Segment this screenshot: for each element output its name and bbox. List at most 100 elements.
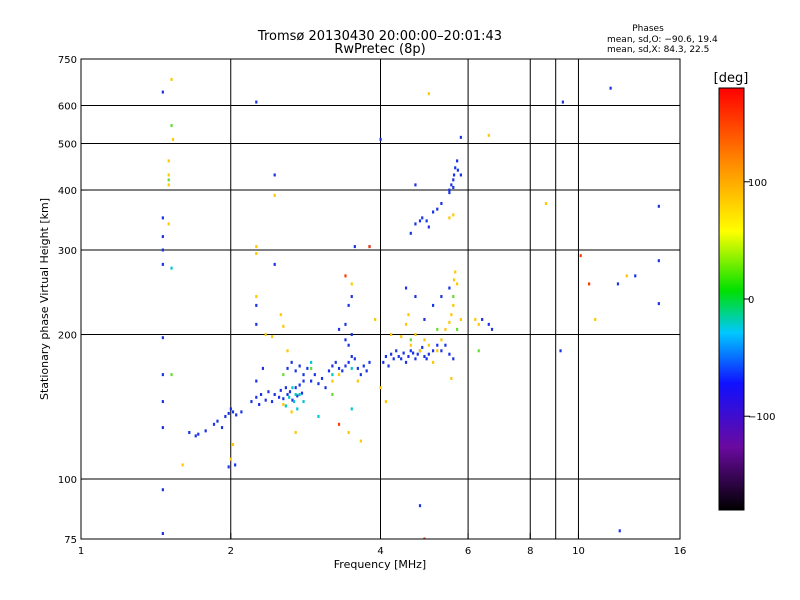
data-point [387,364,390,368]
data-point [448,216,451,220]
data-point [255,245,258,249]
data-point [657,259,660,263]
data-point [273,193,276,197]
data-point [625,274,628,278]
data-point [587,282,591,286]
data-point [310,366,313,370]
data-point [409,231,412,235]
data-point [284,386,287,390]
data-point [270,400,274,404]
colorbar-tick-label: −100 [748,412,775,423]
data-point [452,213,455,217]
y-axis-ticks: 75 100 200 300 400 500 600 750 [58,55,87,546]
data-point [454,270,457,274]
data-point [384,400,388,404]
data-point [427,343,430,347]
data-point [452,173,456,177]
data-point [216,419,219,423]
colorbar-tick-label: 0 [748,295,754,306]
data-point [347,360,350,364]
data-point [300,391,304,395]
data-point [412,351,415,355]
data-point [423,537,426,539]
data-point [359,439,362,443]
data-point [170,266,173,270]
data-point [448,320,451,324]
data-point [317,414,320,418]
data-point [448,188,451,192]
data-point [161,400,164,404]
data-point [277,395,281,399]
data-point [436,207,439,211]
data-point [306,366,309,370]
data-point [459,135,462,139]
data-point [414,295,417,299]
data-point [161,373,164,377]
data-point [404,286,408,290]
data-point [559,349,562,353]
data-point [427,92,430,96]
data-point [273,173,276,177]
data-point [161,488,164,492]
data-point [416,352,419,356]
data-point [368,360,371,364]
data-point [273,393,276,397]
data-point [407,313,410,317]
data-point [400,357,403,361]
data-point [609,86,612,90]
data-point [234,463,237,467]
data-point [481,317,484,321]
data-point [286,366,289,370]
data-point [171,137,175,141]
data-point [374,317,377,321]
data-point [227,411,230,415]
data-point [231,410,235,414]
data-point [436,349,439,353]
data-point [431,210,435,214]
data-point [291,398,294,402]
data-point [490,327,494,331]
data-point [167,183,170,187]
data-point [302,373,305,377]
data-point [331,373,334,377]
data-point [294,431,297,435]
data-point [235,413,238,417]
data-point [282,397,285,401]
data-point [170,124,173,128]
data-point [459,317,462,321]
x-tick-label: 8 [527,546,533,557]
data-point [414,333,417,337]
data-point [353,357,356,361]
data-point [379,137,382,141]
data-point [298,364,301,368]
data-point [337,422,341,426]
data-point [356,379,359,383]
data-point [298,383,301,387]
data-point [423,354,426,358]
data-point [409,338,412,342]
legend-line-o: mean, sd,O: −90.6, 19.4 [607,35,718,45]
legend-line-x: mean, sd,X: 84.3, 22.5 [607,45,709,55]
data-point [431,349,435,353]
data-point [657,204,660,208]
data-point [313,373,316,377]
data-point [270,335,274,339]
y-tick-label: 600 [58,102,77,113]
data-point [255,379,258,383]
colorbar [718,87,745,511]
data-point [414,183,417,187]
data-point [310,379,313,383]
data-point [288,395,291,399]
chart-subtitle: RwPretec (8p) [334,42,425,57]
data-point [317,382,320,386]
data-point [284,404,287,408]
data-point [161,426,164,430]
data-point [448,191,451,195]
data-point [347,431,350,435]
data-point [440,295,443,299]
data-point [320,376,324,380]
data-point [220,426,224,430]
data-point [452,278,456,282]
data-point [448,352,451,356]
data-point [618,529,621,533]
